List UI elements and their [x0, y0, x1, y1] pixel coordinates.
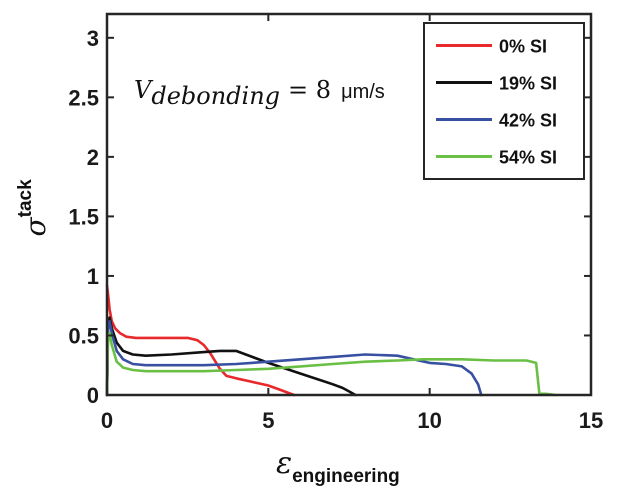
y-tick-label: 1 [87, 264, 99, 289]
series-line-3 [105, 331, 557, 397]
legend-label-1: 19% SI [499, 74, 557, 94]
series-line-1 [105, 316, 357, 397]
legend-box [423, 22, 585, 180]
y-axis-label: σtack [15, 179, 52, 237]
ticks-layer: 0 5 10 15 0 0.5 1 1.5 2 2.5 3 [68, 14, 603, 433]
x-tick-label: 5 [262, 408, 274, 433]
annotation: Vdebonding = 8 μm/s [134, 76, 385, 110]
y-tick-label: 2.5 [68, 85, 99, 110]
annotation-equals: = 8 [288, 76, 331, 104]
y-axis-superscript: tack [15, 179, 36, 217]
annotation-symbol: V [134, 76, 154, 104]
y-tick-label: 0.5 [68, 323, 99, 348]
series-line-2 [105, 319, 483, 397]
legend: 0% SI 19% SI 42% SI 54% SI [423, 22, 585, 180]
legend-label-3: 54% SI [499, 148, 557, 168]
x-axis-subscript: engineering [292, 466, 400, 487]
y-axis-symbol: σ [19, 217, 52, 237]
x-tick-label: 15 [579, 408, 603, 433]
y-tick-label: 2 [87, 145, 99, 170]
y-tick-label: 0 [87, 383, 99, 408]
annotation-subscript: debonding [151, 82, 280, 110]
x-tick-label: 10 [417, 408, 441, 433]
y-tick-label: 3 [87, 26, 99, 51]
y-tick-label: 1.5 [68, 204, 99, 229]
legend-label-2: 42% SI [499, 111, 557, 131]
plot-frame [105, 12, 593, 397]
x-axis-label: εengineering [276, 446, 400, 487]
x-axis-symbol: ε [276, 446, 292, 481]
legend-label-0: 0% SI [499, 37, 547, 57]
x-tick-label: 0 [101, 408, 113, 433]
series-line-0 [105, 284, 296, 397]
series-layer [105, 284, 557, 397]
annotation-unit: μm/s [341, 81, 385, 103]
